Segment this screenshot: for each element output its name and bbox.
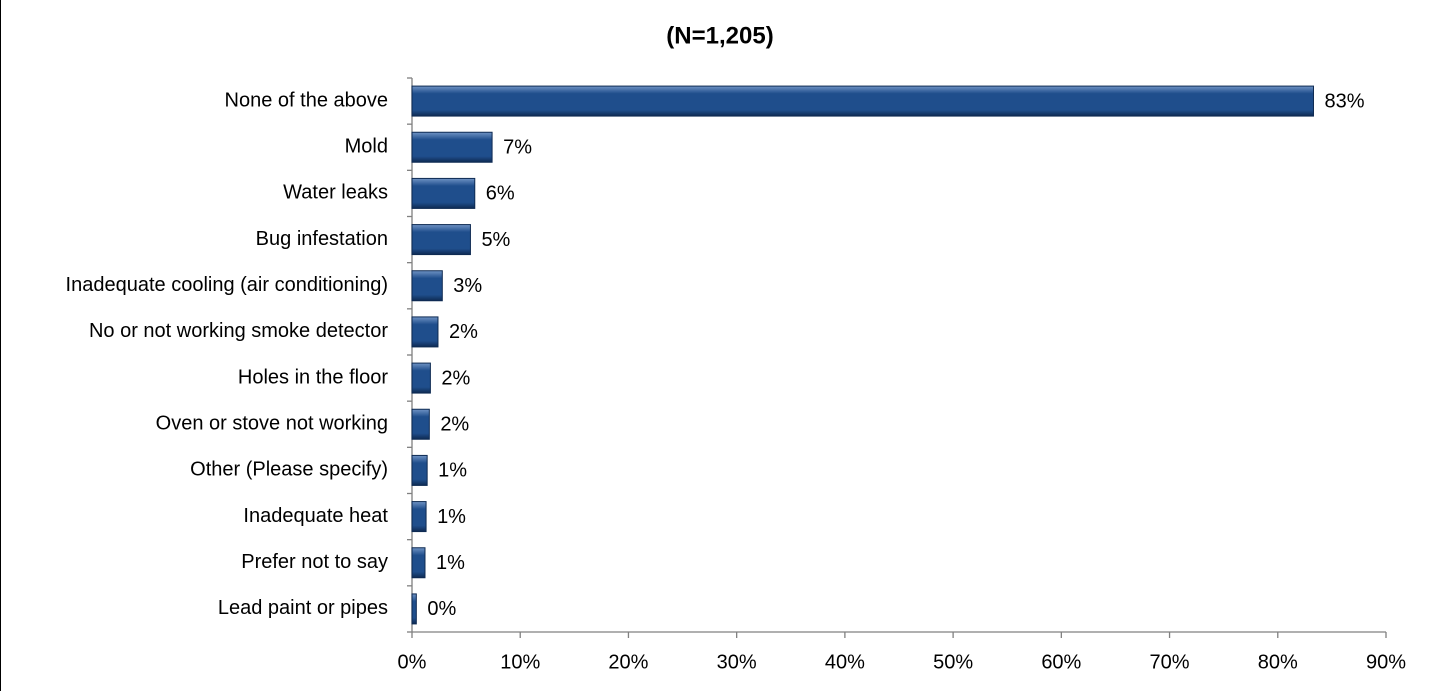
x-tick-label: 40% [825,651,865,673]
bar [411,177,476,209]
y-tick-label: Inadequate cooling (air conditioning) [66,274,388,296]
x-tick-label: 10% [500,651,540,673]
y-tick-label: Prefer not to say [241,551,388,573]
y-tick-label: Holes in the floor [238,366,388,388]
bar [411,224,471,256]
y-tick-label: Water leaks [283,182,388,204]
bar [411,547,426,579]
y-tick-label: Oven or stove not working [156,413,388,435]
y-tick-label: None of the above [225,89,388,111]
bar [411,408,430,440]
data-label: 6% [486,183,515,205]
data-label: 2% [449,321,478,343]
bar [411,316,439,348]
y-tick-label: Bug infestation [256,228,388,250]
bar [411,454,428,486]
chart-title: (N=1,205) [666,22,773,49]
data-label: 3% [453,275,482,297]
y-tick-label: No or not working smoke detector [89,320,388,342]
x-tick-label: 60% [1041,651,1081,673]
bar [411,270,443,302]
x-tick-label: 0% [398,651,427,673]
data-label: 83% [1324,90,1364,112]
bar [411,362,431,394]
data-label: 1% [436,552,465,574]
bar [411,593,417,625]
data-label: 7% [503,137,532,159]
y-tick-label: Other (Please specify) [190,459,388,481]
data-label: 1% [437,506,466,528]
bar [411,131,493,163]
data-label: 2% [441,367,470,389]
x-tick-label: 90% [1366,651,1406,673]
y-tick-label: Mold [345,136,388,158]
data-label: 1% [438,460,467,482]
y-tick-label: Inadequate heat [243,505,388,527]
x-tick-label: 30% [717,651,757,673]
x-tick-label: 20% [608,651,648,673]
bar [411,501,427,533]
x-tick-label: 50% [933,651,973,673]
x-tick-label: 80% [1258,651,1298,673]
data-label: 0% [427,598,456,620]
bar [411,85,1314,117]
x-tick-label: 70% [1150,651,1190,673]
data-label: 2% [440,414,469,436]
data-label: 5% [481,229,510,251]
y-tick-label: Lead paint or pipes [218,597,388,619]
